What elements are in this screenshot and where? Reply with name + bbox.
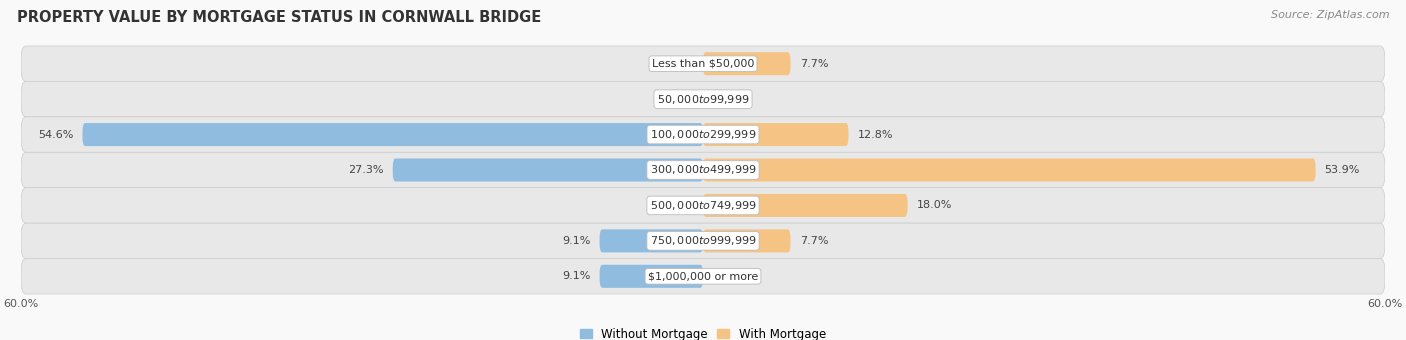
FancyBboxPatch shape xyxy=(703,194,908,217)
Text: 9.1%: 9.1% xyxy=(562,271,591,281)
FancyBboxPatch shape xyxy=(599,230,703,252)
Legend: Without Mortgage, With Mortgage: Without Mortgage, With Mortgage xyxy=(575,323,831,340)
FancyBboxPatch shape xyxy=(703,52,790,75)
Text: 0.0%: 0.0% xyxy=(711,271,741,281)
FancyBboxPatch shape xyxy=(21,223,1385,259)
FancyBboxPatch shape xyxy=(21,259,1385,294)
Text: Source: ZipAtlas.com: Source: ZipAtlas.com xyxy=(1271,10,1389,20)
Text: 12.8%: 12.8% xyxy=(858,130,893,139)
FancyBboxPatch shape xyxy=(703,230,790,252)
Text: $500,000 to $749,999: $500,000 to $749,999 xyxy=(650,199,756,212)
Text: 54.6%: 54.6% xyxy=(38,130,73,139)
FancyBboxPatch shape xyxy=(392,158,703,182)
Text: $100,000 to $299,999: $100,000 to $299,999 xyxy=(650,128,756,141)
FancyBboxPatch shape xyxy=(703,158,1316,182)
Text: 7.7%: 7.7% xyxy=(800,236,828,246)
Text: $300,000 to $499,999: $300,000 to $499,999 xyxy=(650,164,756,176)
FancyBboxPatch shape xyxy=(21,81,1385,117)
Text: $750,000 to $999,999: $750,000 to $999,999 xyxy=(650,234,756,248)
Text: 7.7%: 7.7% xyxy=(800,59,828,69)
FancyBboxPatch shape xyxy=(21,117,1385,152)
Text: 0.0%: 0.0% xyxy=(665,59,695,69)
Text: 18.0%: 18.0% xyxy=(917,201,952,210)
Text: PROPERTY VALUE BY MORTGAGE STATUS IN CORNWALL BRIDGE: PROPERTY VALUE BY MORTGAGE STATUS IN COR… xyxy=(17,10,541,25)
Text: $1,000,000 or more: $1,000,000 or more xyxy=(648,271,758,281)
FancyBboxPatch shape xyxy=(703,123,848,146)
Text: 0.0%: 0.0% xyxy=(665,201,695,210)
FancyBboxPatch shape xyxy=(83,123,703,146)
FancyBboxPatch shape xyxy=(21,188,1385,223)
Text: 27.3%: 27.3% xyxy=(349,165,384,175)
Text: 53.9%: 53.9% xyxy=(1324,165,1360,175)
Text: 0.0%: 0.0% xyxy=(711,94,741,104)
FancyBboxPatch shape xyxy=(21,46,1385,81)
Text: $50,000 to $99,999: $50,000 to $99,999 xyxy=(657,92,749,106)
FancyBboxPatch shape xyxy=(599,265,703,288)
Text: 0.0%: 0.0% xyxy=(665,94,695,104)
Text: Less than $50,000: Less than $50,000 xyxy=(652,59,754,69)
Text: 9.1%: 9.1% xyxy=(562,236,591,246)
FancyBboxPatch shape xyxy=(21,152,1385,188)
